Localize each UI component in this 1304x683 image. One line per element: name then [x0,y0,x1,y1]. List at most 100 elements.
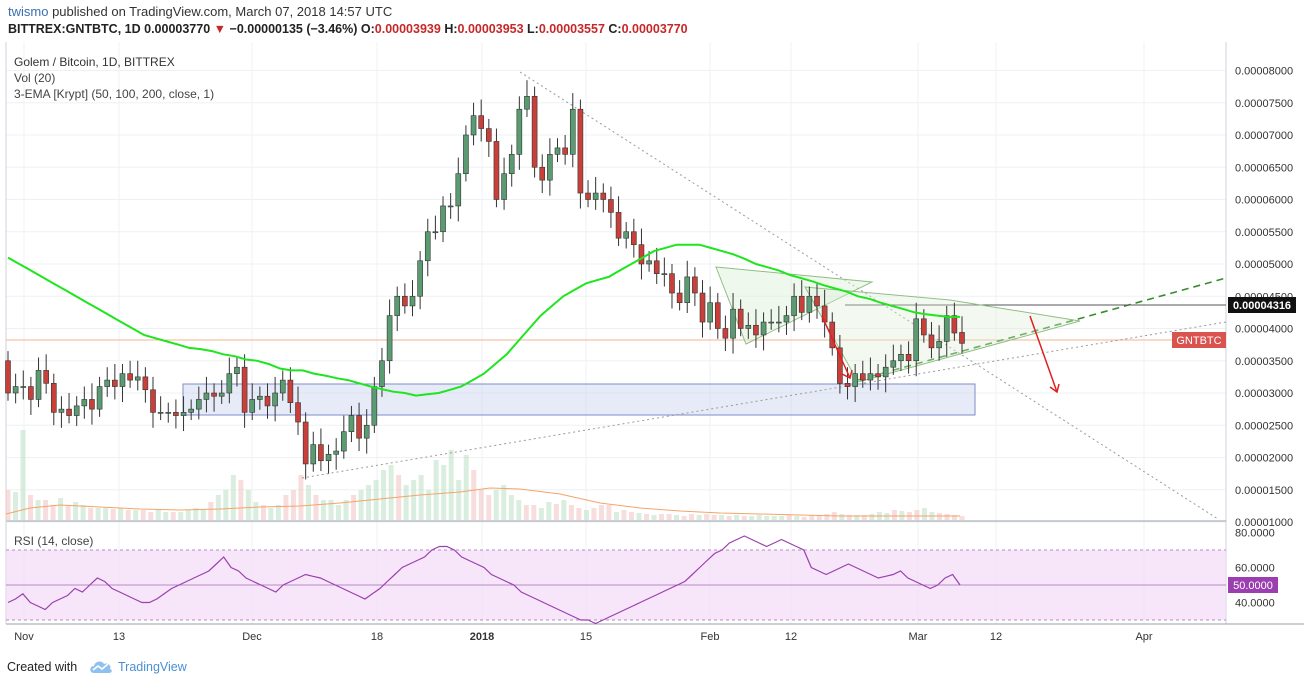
candle [279,370,286,401]
volume-bar [959,516,965,520]
volume-bar [456,480,462,520]
tradingview-brand[interactable]: TradingView [118,660,187,674]
candle [943,305,950,357]
candle [783,305,790,335]
footer: Created with TradingView [0,656,1304,683]
candle [470,102,477,146]
volume-bar [418,475,424,520]
volume-bar [839,514,845,520]
volume-bar [411,480,417,520]
volume-bar [80,505,86,520]
open-label: O: [360,22,375,36]
volume-bar [951,515,957,520]
volume-bar [568,505,574,520]
price-change: −0.00000135 (−3.46%) [229,22,358,36]
volume-bar [381,470,387,520]
volume-bar [741,516,747,520]
candle [859,360,866,388]
volume-bar [824,514,830,520]
candle [951,302,958,341]
legend-title: Golem / Bitcoin, 1D, BITTREX [14,55,175,69]
volume-bar [636,513,642,520]
rsi-label: RSI (14, close) [14,534,93,548]
candle [547,138,553,196]
chart-area[interactable]: 0.00008000 0.00007500 0.00007000 0.00006500… [0,42,1304,656]
candle [501,157,507,210]
down-arrow-icon: ▼ [213,22,227,36]
candle [89,383,95,425]
candle [310,431,317,472]
volume-bar [613,512,619,520]
volume-bar [163,512,169,520]
candle [936,325,942,361]
candle [516,96,523,170]
volume-bar [576,508,582,520]
candle [776,305,782,333]
volume-bar [704,514,710,520]
candle [134,360,141,391]
volume-bar [764,516,770,520]
candle [638,228,645,280]
volume-bar [103,508,109,520]
volume-bar [20,430,26,520]
time-tick: Nov [14,631,34,643]
volume-bar [786,515,792,520]
volume-bar [756,515,762,520]
candle [81,386,88,419]
rsi-tag: 50.0000 [1233,580,1273,592]
price-tick: 0.00008000 [1235,66,1293,78]
volume-bar [516,500,522,520]
volume-bar [869,514,875,520]
volume-bar [260,505,266,520]
created-with: Created with [7,660,78,674]
volume-bar [441,465,447,520]
candle [569,93,576,168]
rsi-tick: 60.0000 [1235,563,1275,575]
price-tick: 0.00001500 [1235,485,1293,497]
candle [142,367,149,403]
candle [455,157,462,222]
legend-vol: Vol (20) [14,71,55,85]
price-chart-svg[interactable]: 0.00008000 0.00007500 0.00007000 0.00006500… [0,42,1304,656]
candle [714,293,721,339]
candle [615,196,622,246]
volume-bar [696,515,702,520]
candle [66,393,72,424]
candle [737,299,744,337]
close-value: 0.00003770 [621,22,688,36]
volume-bar [133,510,139,520]
uptrend-line [857,277,1227,381]
candle [234,357,240,387]
candle [692,267,698,306]
candle [104,367,111,397]
candle [96,376,103,417]
legend-ema: 3-EMA [Krypt] (50, 100, 200, close, 1) [14,87,214,101]
volume-bar [598,505,604,520]
time-tick: 12 [785,631,797,643]
volume-bar [373,480,379,520]
volume-bar [674,515,680,520]
candle [417,251,423,310]
volume-bar [5,490,11,520]
volume-bar [185,510,191,520]
rsi-tick: 80.0000 [1235,528,1275,540]
volume-bar [583,510,589,520]
candle [539,154,546,194]
author-name[interactable]: twismo [8,4,49,19]
candle [676,280,683,311]
volume-bar [501,485,507,520]
rsi-axis-ticks: 80.0000 60.0000 40.0000 [1235,528,1275,610]
volume-bar [193,508,199,520]
candle [226,357,233,404]
candle [272,376,278,422]
candle [722,315,729,352]
volume-bar [140,510,146,520]
volume-bar [433,460,439,520]
volume-bars [5,430,965,520]
grid-lines [6,42,1226,624]
support-zone [182,383,976,416]
candle [631,218,637,258]
candle [440,196,446,243]
cloud-icon [90,661,112,673]
volume-bar [73,502,79,520]
